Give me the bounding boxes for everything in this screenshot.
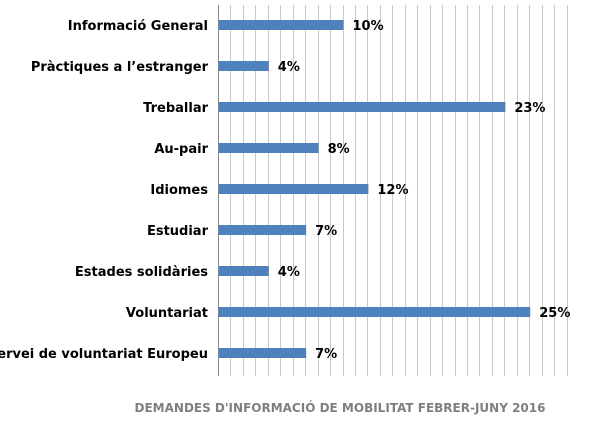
- bar: [219, 143, 319, 153]
- category-labels: Informació General Pràctiques a l’estrang…: [0, 19, 209, 362]
- data-label: 12%: [377, 183, 408, 198]
- data-label: 23%: [514, 101, 545, 116]
- bar: [219, 102, 506, 112]
- data-label: 10%: [353, 19, 384, 34]
- bar: [219, 225, 307, 235]
- data-label: 25%: [539, 306, 570, 321]
- bars: [219, 20, 531, 358]
- bar: [219, 61, 269, 71]
- value-labels: 10% 4% 23% 8% 12% 7% 4% 25% 7%: [278, 19, 571, 362]
- category-label: Au-pair: [154, 142, 208, 157]
- data-label: 8%: [328, 142, 350, 157]
- bar: [219, 184, 369, 194]
- category-label: Voluntariat: [126, 306, 208, 321]
- category-label: Idiomes: [150, 183, 208, 198]
- category-label: Estades solidàries: [75, 265, 208, 280]
- bar: [219, 307, 531, 317]
- bar: [219, 20, 344, 30]
- category-label: Servei de voluntariat Europeu: [0, 347, 208, 362]
- category-label: Informació General: [68, 19, 208, 34]
- category-label: Estudiar: [147, 224, 209, 239]
- data-label: 7%: [315, 347, 337, 362]
- chart-title: DEMANDES D'INFORMACIÓ DE MOBILITAT FEBRE…: [135, 400, 546, 415]
- data-label: 4%: [278, 265, 300, 280]
- bar: [219, 348, 307, 358]
- category-label: Pràctiques a l’estranger: [31, 60, 209, 75]
- data-label: 7%: [315, 224, 337, 239]
- category-label: Treballar: [143, 101, 208, 116]
- data-label: 4%: [278, 60, 300, 75]
- bar: [219, 266, 269, 276]
